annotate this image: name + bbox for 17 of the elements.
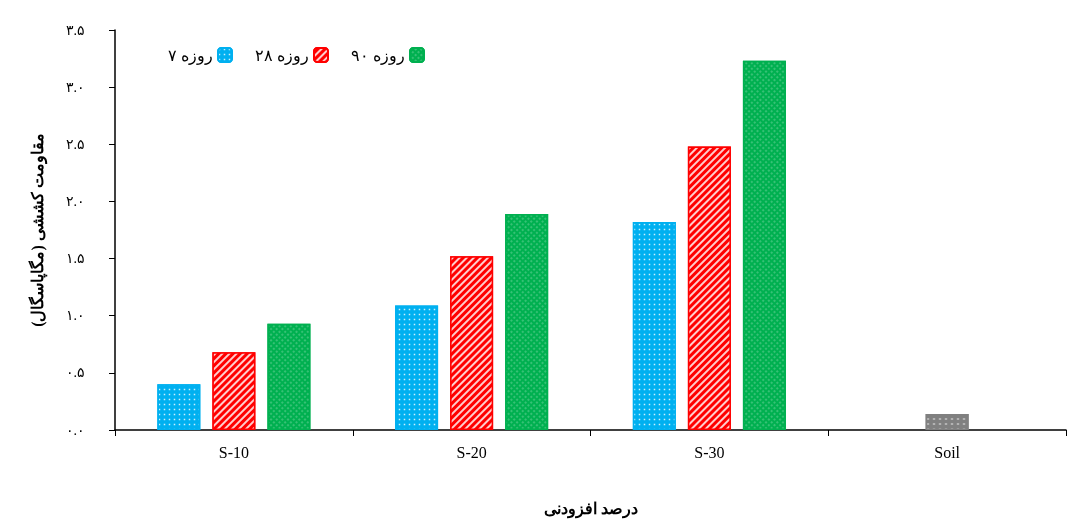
y-tick-label: ۳.۵ [65,22,85,38]
x-tick-label: S-20 [456,443,487,461]
y-axis-title: مقاومت کششی (مگاپاسگال) [27,133,48,327]
y-tick-label: ۳.۰ [65,79,85,95]
y-tick-label: ۰.۵ [65,365,85,381]
y-tick-label: ۲.۵ [65,136,85,152]
x-tick-label: Soil [934,443,961,461]
y-tick-label: ۲.۰ [65,193,85,209]
x-tick-label: S-10 [218,443,249,461]
legend-label: ۷ روزه [168,46,213,65]
legend-label: ۲۸ روزه [255,46,309,65]
legend-label: ۹۰ روزه [351,46,405,65]
y-tick-label: ۰.۰ [65,422,85,438]
y-tick-label: ۱.۰ [65,308,85,324]
y-tick-label: ۱.۵ [65,251,85,267]
x-tick-label: S-30 [694,443,725,461]
x-axis-title: درصد افزودنی [543,499,638,519]
